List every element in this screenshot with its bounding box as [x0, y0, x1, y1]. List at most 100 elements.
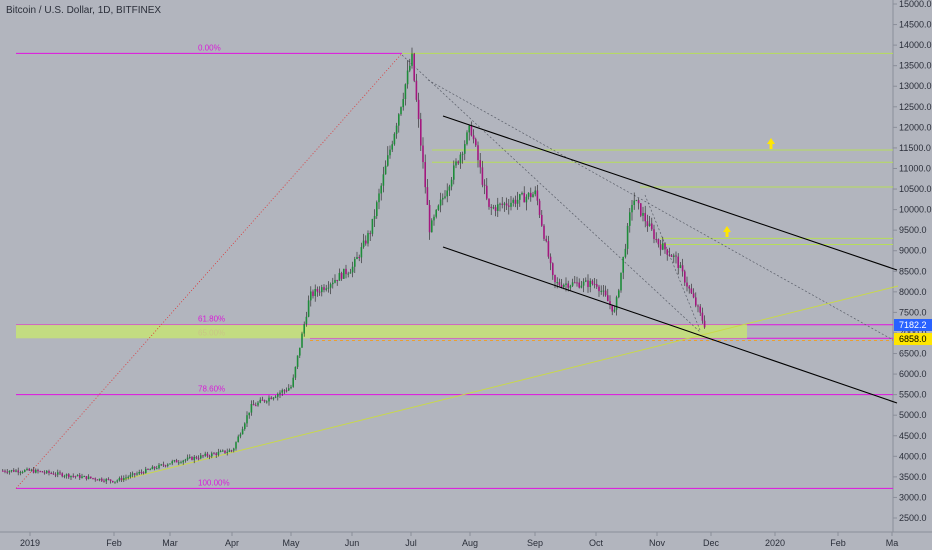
y-tick-label: 5000.0 — [899, 410, 927, 420]
y-tick-label: 10500.0 — [899, 184, 932, 194]
candle-body — [426, 187, 429, 206]
arrow-up-icon[interactable] — [723, 226, 731, 237]
candle-body — [114, 481, 116, 483]
candle-body — [129, 474, 132, 477]
candle-body — [224, 450, 226, 453]
candle-body — [281, 390, 283, 393]
candle-body — [373, 216, 376, 219]
candle-body — [677, 256, 679, 268]
candle-body — [250, 404, 253, 413]
candle-body — [90, 476, 92, 479]
fib-trend-line[interactable] — [15, 53, 403, 489]
candle-body — [646, 221, 649, 227]
candle-body — [618, 290, 620, 298]
channel-upper-line[interactable] — [442, 115, 898, 271]
candle-body — [582, 281, 585, 286]
y-tick-label: 6000.0 — [899, 369, 927, 379]
candle-body — [343, 268, 345, 279]
candle-body — [226, 451, 228, 453]
candle-body — [288, 388, 290, 391]
y-tick-label: 8500.0 — [899, 266, 927, 276]
candle-body — [349, 272, 352, 274]
candle-body — [57, 472, 59, 475]
candle-body — [283, 390, 286, 392]
candle-body — [466, 132, 468, 145]
candle-body — [191, 456, 193, 460]
uptrend-line[interactable] — [121, 285, 899, 481]
candle-body — [532, 194, 534, 198]
candle-body — [136, 473, 138, 475]
candle-body — [697, 305, 699, 307]
green-levels[interactable] — [310, 52, 893, 341]
candles — [2, 47, 706, 485]
candle-body — [338, 272, 341, 281]
candle-body — [19, 472, 22, 474]
candle-body — [123, 478, 125, 481]
candle-body — [477, 145, 479, 161]
candle-body — [65, 474, 68, 476]
candle-body — [270, 397, 272, 400]
y-tick-label: 15000.0 — [899, 0, 932, 9]
y-tick-label: 7000.0 — [899, 328, 927, 338]
candle-body — [400, 107, 402, 115]
candle-body — [494, 207, 497, 211]
candle-body — [52, 473, 55, 475]
candle-body — [336, 279, 338, 281]
channel-lower-line[interactable] — [442, 246, 898, 404]
candle-body — [448, 186, 451, 191]
candle-body — [239, 434, 242, 437]
candle-body — [699, 306, 701, 313]
candle-body — [76, 475, 79, 477]
candle-body — [171, 461, 173, 464]
y-tick-label: 14000.0 — [899, 40, 932, 50]
support-zone[interactable] — [16, 324, 747, 339]
candle-body — [411, 53, 413, 66]
candle-body — [569, 285, 572, 288]
candle-body — [444, 196, 446, 198]
candle-body — [578, 282, 580, 288]
candle-body — [519, 194, 521, 200]
candle-body — [692, 293, 695, 298]
candle-body — [380, 185, 382, 194]
candle-body — [468, 125, 470, 133]
candle-body — [679, 265, 682, 268]
candle-body — [534, 190, 536, 195]
fib-level-label: 61.80% — [198, 315, 225, 324]
candle-body — [576, 282, 578, 284]
dotted-trend-line-2[interactable] — [427, 79, 894, 341]
candle-body — [215, 453, 217, 455]
candle-body — [32, 469, 35, 473]
candle-body — [635, 200, 638, 202]
y-tick-label: 2500.0 — [899, 513, 927, 523]
candle-body — [109, 479, 112, 481]
candle-body — [217, 451, 220, 455]
arrow-up-icon[interactable] — [767, 138, 775, 149]
candle-body — [472, 135, 475, 140]
price-axis[interactable]: 2500.0 3000.0 3500.0 4000.0 4500.0 5000.0 5500… — [893, 0, 932, 523]
candle-body — [162, 464, 165, 466]
candle-body — [301, 333, 303, 348]
candle-body — [74, 476, 77, 478]
candle-body — [622, 256, 624, 273]
x-tick-label: May — [282, 538, 300, 548]
candle-body — [461, 153, 464, 155]
y-tick-label: 5500.0 — [899, 390, 927, 400]
candle-body — [631, 204, 633, 213]
x-tick-label: Aug — [462, 538, 478, 548]
candle-body — [10, 470, 13, 472]
dotted-trend-line-3[interactable] — [644, 194, 701, 331]
candle-body — [169, 463, 171, 465]
candle-body — [464, 144, 466, 154]
time-axis[interactable]: 2019 Feb Mar Apr May Jun Jul Aug Sep Oct Nov Dec 202… — [20, 532, 898, 548]
candle-body — [560, 284, 563, 287]
candle-body — [332, 282, 334, 285]
candle-body — [662, 243, 664, 250]
candle-body — [514, 199, 517, 204]
candle-body — [483, 184, 486, 186]
candle-body — [593, 283, 596, 285]
candle-body — [244, 423, 246, 430]
candle-body — [63, 475, 66, 477]
candle-body — [120, 478, 123, 481]
candle-body — [48, 470, 50, 473]
